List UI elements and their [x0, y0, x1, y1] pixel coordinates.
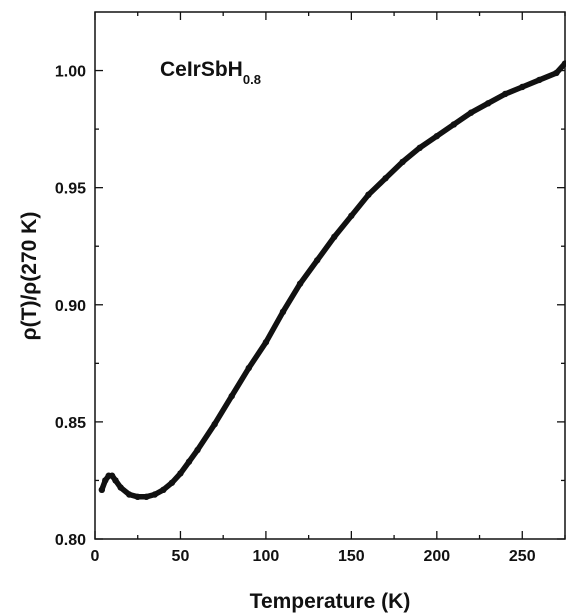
- x-tick-label: 50: [172, 548, 190, 565]
- data-point: [561, 60, 566, 67]
- data-point: [484, 100, 492, 107]
- data-point: [262, 339, 270, 346]
- data-point: [365, 191, 372, 198]
- data-point: [501, 90, 509, 98]
- data-point: [245, 364, 253, 372]
- x-tick-label: 100: [253, 548, 280, 565]
- data-point: [553, 69, 560, 77]
- y-tick-label: 1.00: [55, 64, 86, 81]
- y-tick-label: 0.80: [55, 532, 86, 549]
- data-point: [331, 233, 338, 241]
- data-point: [98, 486, 106, 494]
- data-point: [112, 477, 119, 484]
- data-point: [228, 392, 235, 400]
- data-point: [168, 479, 176, 486]
- data-point: [194, 446, 201, 454]
- series-line: [99, 60, 566, 500]
- data-point: [177, 470, 184, 477]
- plot-frame: [94, 11, 566, 540]
- x-tick-label: 250: [509, 548, 536, 565]
- data-point: [143, 493, 150, 501]
- y-tick-label: 0.95: [55, 181, 86, 198]
- data-point: [102, 477, 109, 484]
- data-series: [98, 60, 566, 501]
- data-point: [211, 421, 218, 428]
- data-point: [416, 144, 423, 152]
- data-point: [151, 491, 159, 498]
- data-point: [399, 158, 406, 166]
- data-point: [382, 175, 389, 182]
- data-point: [313, 257, 321, 264]
- data-point: [296, 280, 304, 287]
- axis-ticks: [94, 12, 566, 540]
- data-point: [160, 486, 167, 494]
- data-point: [450, 121, 458, 128]
- sample-label: CeIrSbH0.8: [160, 58, 261, 87]
- x-tick-label: 200: [423, 548, 450, 565]
- x-tick-labels: 0 50 100 150 200 250: [91, 548, 536, 565]
- data-point: [536, 76, 543, 84]
- data-point: [185, 458, 193, 465]
- data-point: [433, 132, 441, 140]
- y-tick-labels: 0.80 0.85 0.90 0.95 1.00: [55, 64, 86, 549]
- data-point: [279, 308, 287, 316]
- y-axis-title: ρ(T)/ρ(270 K): [18, 212, 41, 341]
- data-point: [467, 109, 475, 116]
- data-point: [125, 491, 133, 498]
- data-point: [134, 493, 141, 501]
- data-point: [108, 472, 116, 479]
- x-axis-title: Temperature (K): [250, 590, 411, 613]
- y-tick-label: 0.85: [55, 415, 86, 432]
- data-point: [519, 83, 526, 91]
- x-tick-label: 150: [338, 548, 365, 565]
- y-tick-label: 0.90: [55, 298, 86, 315]
- data-point: [348, 212, 355, 219]
- data-point: [117, 484, 124, 491]
- x-tick-label: 0: [91, 548, 100, 565]
